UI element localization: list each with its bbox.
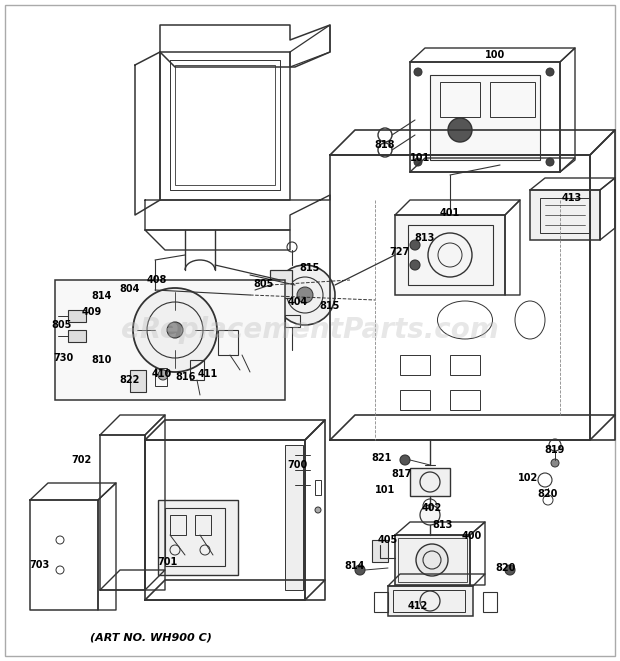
Bar [68,310,86,322]
Text: 703: 703 [30,560,50,570]
Text: 402: 402 [422,503,442,513]
Bar [130,370,146,392]
Bar [165,508,225,566]
Text: 408: 408 [147,275,167,285]
Bar [450,390,480,410]
Bar [540,198,590,233]
Text: 100: 100 [485,50,505,60]
Circle shape [410,260,420,270]
Bar [190,360,204,380]
Bar [450,355,480,375]
Circle shape [297,287,313,303]
Text: 101: 101 [410,153,430,163]
Text: 805: 805 [52,320,72,330]
Bar [410,468,450,496]
Circle shape [315,507,321,513]
Bar [195,515,211,535]
Bar [55,280,285,400]
Text: 400: 400 [462,531,482,541]
Bar [440,82,480,117]
Text: 409: 409 [82,307,102,317]
Text: 405: 405 [378,535,398,545]
Text: eReplacementParts.com: eReplacementParts.com [121,317,499,344]
Bar [68,330,86,342]
Circle shape [546,68,554,76]
Circle shape [546,158,554,166]
Text: 412: 412 [408,601,428,611]
Circle shape [167,322,183,338]
Text: 410: 410 [152,369,172,379]
Text: 816: 816 [176,372,196,382]
Circle shape [414,68,422,76]
Circle shape [133,288,217,372]
Bar [218,330,238,355]
Text: 413: 413 [562,193,582,203]
Circle shape [505,565,515,575]
Text: 101: 101 [375,485,395,495]
Circle shape [158,370,168,380]
Text: 814: 814 [92,291,112,301]
Text: 404: 404 [288,297,308,307]
Text: 821: 821 [372,453,392,463]
Bar [158,500,238,575]
Bar [372,540,388,562]
Circle shape [420,505,440,525]
Text: 805: 805 [254,279,274,289]
Text: 819: 819 [545,445,565,455]
Text: 813: 813 [433,520,453,530]
Circle shape [400,455,410,465]
Text: 817: 817 [392,469,412,479]
Text: 702: 702 [72,455,92,465]
Circle shape [416,544,448,576]
Circle shape [355,565,365,575]
Text: 814: 814 [345,561,365,571]
Bar [374,592,388,612]
Bar [315,480,321,495]
Text: 815: 815 [320,301,340,311]
Bar [285,315,300,327]
Bar [388,586,473,616]
Circle shape [275,265,335,325]
Bar [285,445,303,590]
Circle shape [448,118,472,142]
Text: 727: 727 [390,247,410,257]
Bar [170,515,186,535]
Text: 813: 813 [415,233,435,243]
Bar [395,215,505,295]
Bar [490,82,535,117]
Bar [430,75,540,160]
Text: 700: 700 [288,460,308,470]
Bar [410,62,560,172]
Bar [393,590,465,612]
Text: 820: 820 [538,489,558,499]
Text: 822: 822 [120,375,140,385]
Bar [398,538,467,582]
Bar [155,368,167,386]
Text: 701: 701 [157,557,177,567]
Text: 401: 401 [440,208,460,218]
Bar [175,65,275,185]
Bar [483,592,497,612]
Bar [395,535,470,585]
Bar [400,355,430,375]
Text: 804: 804 [120,284,140,294]
Text: 102: 102 [518,473,538,483]
Circle shape [410,240,420,250]
Circle shape [414,158,422,166]
Text: 810: 810 [92,355,112,365]
Bar [408,225,493,285]
Bar [270,270,292,298]
Text: 820: 820 [496,563,516,573]
Text: 815: 815 [300,263,320,273]
Bar [400,390,430,410]
Text: 411: 411 [198,369,218,379]
Text: (ART NO. WH900 C): (ART NO. WH900 C) [90,633,212,643]
Text: 730: 730 [54,353,74,363]
Text: 818: 818 [374,140,396,150]
Circle shape [551,459,559,467]
Bar [530,190,600,240]
